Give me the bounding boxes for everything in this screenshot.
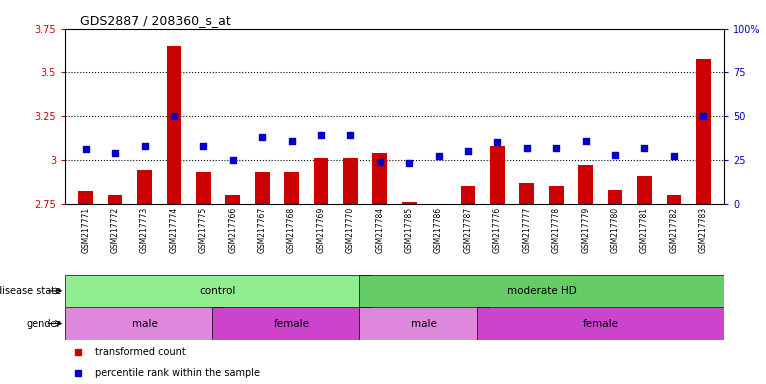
Text: GSM217775: GSM217775: [199, 207, 208, 253]
Bar: [460, 186, 476, 204]
Point: [697, 113, 709, 119]
Text: GSM217769: GSM217769: [316, 207, 326, 253]
Bar: [65, 307, 224, 340]
Bar: [637, 175, 652, 204]
Text: GSM217780: GSM217780: [611, 207, 620, 253]
Text: GSM217766: GSM217766: [228, 207, 237, 253]
Bar: [372, 153, 387, 204]
Bar: [108, 195, 123, 204]
Point: [168, 113, 180, 119]
Point: [433, 153, 445, 159]
Point: [374, 159, 386, 165]
Text: GSM217771: GSM217771: [81, 207, 90, 253]
Text: transformed count: transformed count: [95, 347, 185, 357]
Point: [256, 134, 268, 140]
Bar: [490, 146, 505, 204]
Text: GSM217781: GSM217781: [640, 207, 649, 253]
Bar: [402, 202, 417, 204]
Text: GSM217784: GSM217784: [375, 207, 385, 253]
Text: GSM217773: GSM217773: [140, 207, 149, 253]
Point: [521, 144, 533, 151]
Point: [491, 139, 503, 146]
Bar: [343, 158, 358, 204]
Text: GSM217785: GSM217785: [404, 207, 414, 253]
Bar: [578, 165, 593, 204]
Text: GSM217767: GSM217767: [257, 207, 267, 253]
Point: [668, 153, 680, 159]
Bar: [359, 307, 489, 340]
Bar: [519, 182, 534, 204]
Text: female: female: [582, 318, 618, 329]
Bar: [476, 307, 724, 340]
Point: [403, 160, 415, 166]
Point: [109, 150, 121, 156]
Text: GSM217774: GSM217774: [169, 207, 178, 253]
Bar: [196, 172, 211, 204]
Point: [638, 144, 650, 151]
Point: [580, 137, 592, 144]
Bar: [284, 172, 299, 204]
Text: GSM217768: GSM217768: [287, 207, 296, 253]
Point: [344, 132, 356, 139]
Text: GSM217772: GSM217772: [110, 207, 119, 253]
Point: [462, 148, 474, 154]
Bar: [607, 190, 623, 204]
Text: percentile rank within the sample: percentile rank within the sample: [95, 368, 260, 378]
Text: disease state: disease state: [0, 286, 61, 296]
Text: male: male: [411, 318, 437, 329]
Text: GSM217779: GSM217779: [581, 207, 590, 253]
Point: [286, 137, 298, 144]
Bar: [313, 158, 329, 204]
Bar: [137, 170, 152, 204]
Text: GSM217776: GSM217776: [493, 207, 502, 253]
Bar: [696, 58, 711, 204]
Text: GSM217778: GSM217778: [552, 207, 561, 253]
Bar: [166, 46, 182, 204]
Text: male: male: [132, 318, 158, 329]
Text: moderate HD: moderate HD: [506, 286, 576, 296]
Point: [197, 143, 209, 149]
Point: [315, 132, 327, 139]
Text: female: female: [273, 318, 309, 329]
Point: [550, 144, 562, 151]
Point: [80, 146, 92, 152]
Bar: [212, 307, 371, 340]
Text: GDS2887 / 208360_s_at: GDS2887 / 208360_s_at: [80, 14, 231, 27]
Bar: [549, 186, 564, 204]
Bar: [359, 275, 724, 307]
Point: [139, 143, 151, 149]
Text: GSM217782: GSM217782: [669, 207, 679, 253]
Bar: [78, 191, 93, 204]
Text: GSM217783: GSM217783: [699, 207, 708, 253]
Text: GSM217770: GSM217770: [346, 207, 355, 253]
Bar: [65, 275, 371, 307]
Text: control: control: [200, 286, 236, 296]
Text: gender: gender: [27, 318, 61, 329]
Bar: [255, 172, 270, 204]
Point: [227, 157, 239, 163]
Text: GSM217786: GSM217786: [434, 207, 443, 253]
Point: [609, 152, 621, 158]
Text: GSM217777: GSM217777: [522, 207, 532, 253]
Bar: [225, 195, 240, 204]
Bar: [666, 195, 681, 204]
Text: GSM217787: GSM217787: [463, 207, 473, 253]
